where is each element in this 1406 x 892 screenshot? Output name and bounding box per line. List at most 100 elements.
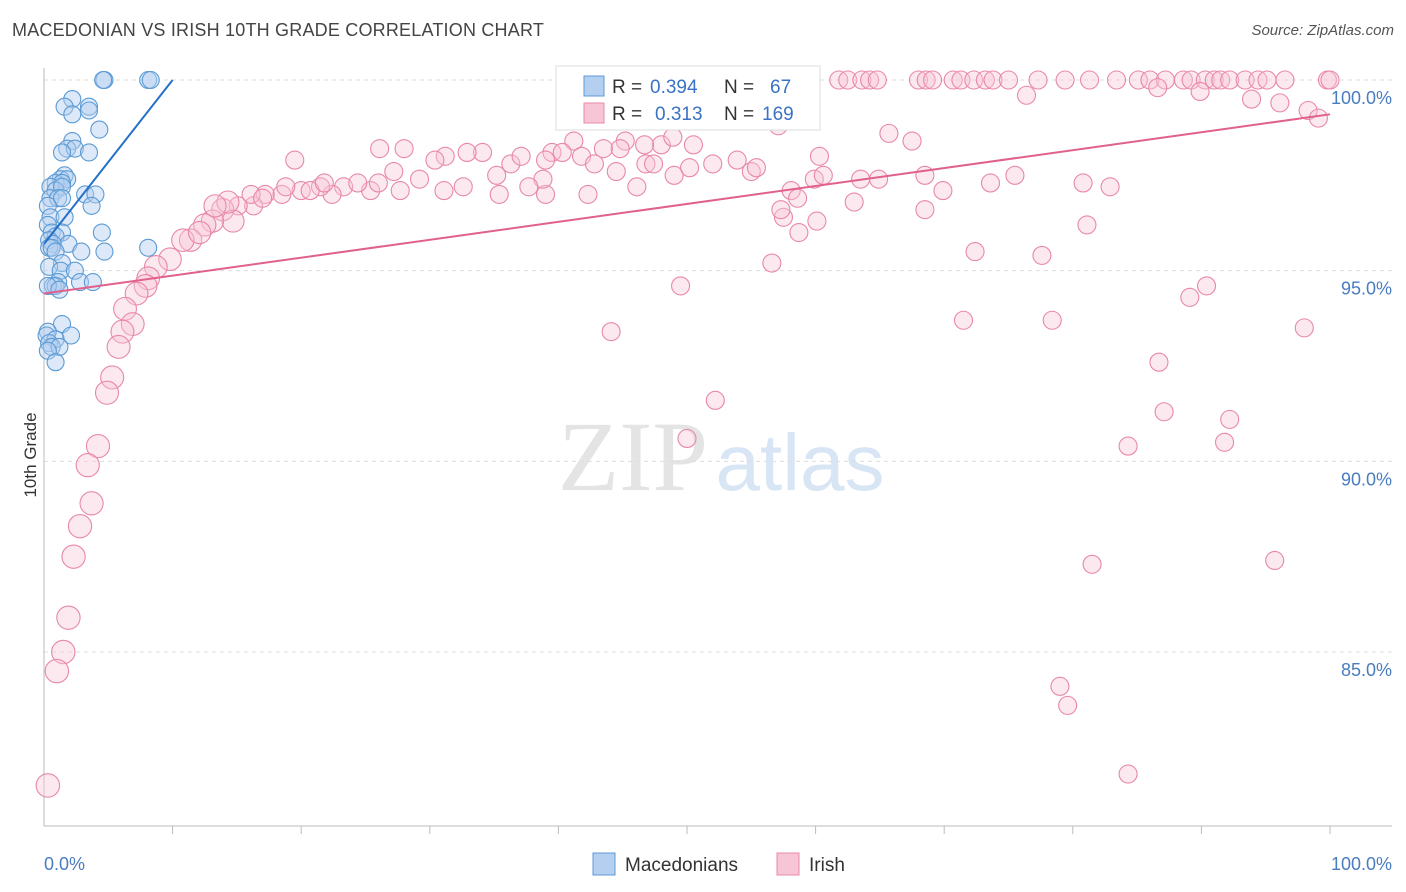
irish-point	[334, 177, 354, 197]
stats-n-label-macedonians: N =	[724, 77, 754, 98]
irish-point	[703, 154, 723, 174]
irish-point	[1079, 70, 1100, 90]
x-axis-ticks	[172, 826, 1331, 834]
stats-r-value-macedonians: 0.394	[650, 77, 698, 98]
irish-point	[1265, 550, 1285, 571]
irish-point	[348, 173, 368, 193]
irish-point	[727, 150, 747, 170]
stats-r-label-irish: R =	[612, 104, 642, 125]
irish-point	[1118, 764, 1138, 784]
irish-point	[487, 165, 507, 185]
irish-point	[501, 154, 521, 174]
macedonian-point	[52, 143, 72, 162]
irish-point	[1073, 173, 1093, 193]
irish-point	[578, 184, 598, 204]
macedonian-point	[79, 143, 99, 162]
irish-point	[276, 177, 296, 197]
source-credit: Source: ZipAtlas.com	[1251, 22, 1394, 39]
y-tick-label: 95.0%	[1341, 279, 1392, 299]
irish-point	[1055, 70, 1075, 90]
irish-point	[489, 184, 509, 204]
irish-point	[610, 139, 630, 159]
trend-line-macedonians	[43, 79, 174, 245]
x-tick-label-right: 100.0%	[1331, 854, 1392, 874]
irish-point	[425, 150, 445, 170]
irish-point	[1220, 70, 1240, 90]
irish-point	[1214, 432, 1235, 452]
irish-point	[79, 491, 104, 516]
irish-point	[593, 139, 613, 159]
irish-point	[1275, 70, 1295, 90]
stats-r-label-macedonians: R =	[612, 77, 642, 98]
irish-point	[1106, 70, 1127, 90]
irish-point	[61, 544, 86, 569]
irish-point	[964, 70, 984, 90]
legend-label-macedonians: Macedonians	[625, 855, 738, 876]
irish-point	[1028, 70, 1048, 90]
irish-point	[771, 200, 791, 220]
irish-point	[671, 276, 691, 296]
irish-point	[1294, 318, 1314, 338]
macedonian-point	[76, 185, 95, 204]
irish-point	[1128, 70, 1148, 90]
irish-point	[1005, 165, 1025, 185]
macedonian-point	[141, 70, 160, 90]
irish-point	[852, 70, 872, 90]
irish-point	[1190, 81, 1210, 101]
macedonian-point	[52, 189, 72, 208]
irish-point	[394, 139, 414, 159]
irish-point	[953, 310, 974, 330]
y-tick-label: 90.0%	[1341, 469, 1392, 489]
macedonian-point	[61, 326, 81, 345]
irish-point	[746, 158, 766, 178]
irish-point	[788, 188, 808, 208]
irish-point	[51, 639, 76, 665]
irish-point	[390, 181, 410, 201]
macedonian-point	[70, 273, 90, 292]
legend-swatch-irish	[776, 852, 800, 876]
macedonian-point	[49, 189, 68, 208]
irish-point	[680, 158, 700, 178]
stats-swatch-irish	[583, 102, 605, 124]
irish-point	[636, 154, 656, 174]
irish-point	[535, 184, 556, 204]
macedonian-point	[38, 196, 57, 215]
macedonian-point	[52, 173, 72, 193]
irish-point	[601, 322, 621, 342]
irish-point	[434, 181, 454, 201]
irish-point	[627, 177, 647, 197]
irish-point	[1149, 352, 1169, 372]
legend-swatch-macedonians	[592, 852, 616, 876]
watermark-atlas: atlas	[716, 418, 885, 507]
irish-point	[187, 220, 212, 245]
macedonian-point	[82, 196, 101, 215]
irish-point	[1298, 100, 1318, 121]
irish-point	[216, 190, 240, 214]
macedonian-point	[79, 97, 99, 116]
irish-point	[915, 200, 935, 220]
stats-legend: R = 0.394 N = 67 R = 0.313 N = 169	[555, 65, 821, 131]
irish-point	[635, 135, 655, 155]
y-tick-labels: 100.0% 95.0% 90.0% 85.0%	[1331, 88, 1392, 680]
macedonian-point	[94, 70, 113, 90]
irish-point	[980, 173, 1001, 193]
irish-point	[651, 135, 671, 155]
stats-r-value-irish: 0.313	[655, 104, 703, 125]
irish-point	[1180, 287, 1200, 307]
y-axis-label: 10th Grade	[21, 412, 40, 497]
irish-point	[435, 146, 455, 166]
irish-point	[542, 142, 562, 163]
irish-point	[664, 165, 684, 185]
irish-point	[100, 365, 125, 390]
irish-point	[902, 131, 922, 151]
irish-point	[1257, 70, 1277, 90]
trend-line-irish	[43, 113, 1331, 295]
legend-label-irish: Irish	[809, 855, 845, 876]
irish-point	[1242, 89, 1262, 109]
macedonian-point	[95, 242, 114, 261]
irish-point	[663, 127, 683, 147]
irish-point	[1148, 78, 1168, 98]
irish-point	[844, 192, 864, 212]
macedonian-point	[63, 105, 82, 124]
irish-point	[933, 181, 953, 201]
